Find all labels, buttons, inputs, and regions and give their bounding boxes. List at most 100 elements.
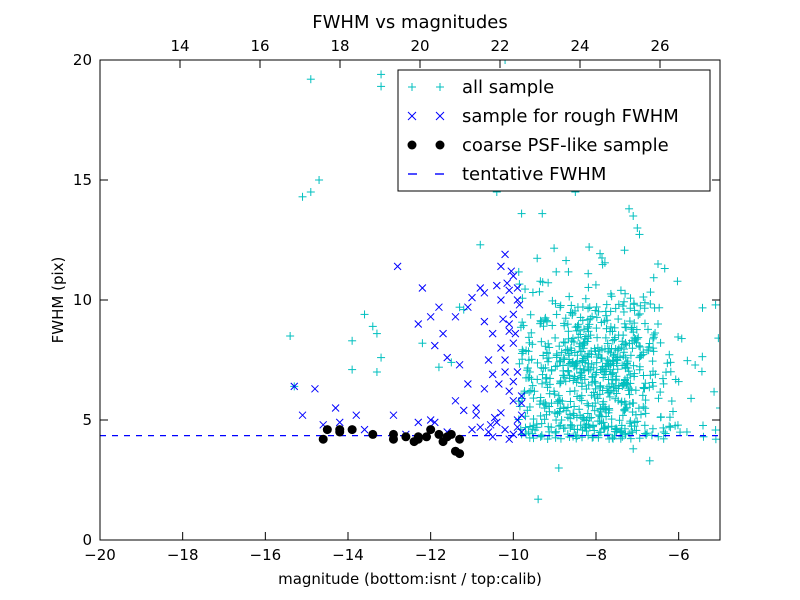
all-sample-point xyxy=(564,367,573,376)
rough-sample-point-b xyxy=(515,300,524,309)
all-sample-point xyxy=(626,417,635,426)
all-sample-point xyxy=(677,334,686,343)
rough-sample-point-b xyxy=(414,320,423,328)
all-sample-point xyxy=(698,303,707,312)
all-sample-point xyxy=(575,339,584,348)
all-sample-point xyxy=(624,367,633,376)
all-sample-point xyxy=(543,383,552,392)
all-sample-point xyxy=(607,292,616,301)
all-sample-point xyxy=(548,296,557,305)
rough-sample-point xyxy=(360,425,369,434)
rough-sample-point xyxy=(509,377,518,386)
rough-sample-point xyxy=(335,418,344,427)
rough-sample-point xyxy=(352,411,361,420)
all-sample-point xyxy=(621,353,630,362)
all-sample-point xyxy=(584,269,593,278)
rough-sample-point-b xyxy=(430,341,439,350)
legend-marker-x xyxy=(407,111,417,121)
all-sample-point xyxy=(604,408,613,417)
rough-sample-point xyxy=(311,384,319,393)
all-sample-point xyxy=(570,386,579,395)
y-tick-label: 15 xyxy=(73,171,92,189)
all-sample-point xyxy=(639,383,648,392)
all-sample-point xyxy=(589,421,598,430)
all-sample-point xyxy=(569,376,578,385)
all-sample-point xyxy=(551,333,560,342)
rough-sample-point xyxy=(513,296,522,304)
all-sample-point xyxy=(594,351,603,360)
all-sample-point xyxy=(524,356,533,365)
rough-sample-point xyxy=(509,339,518,348)
all-sample-point xyxy=(566,397,575,406)
rough-sample-point xyxy=(414,320,423,328)
all-sample-point xyxy=(655,303,664,312)
rough-sample-point xyxy=(517,428,526,436)
rough-sample-point-b xyxy=(488,370,497,379)
all-sample-point xyxy=(565,351,574,360)
all-sample-point xyxy=(673,277,682,286)
legend-item: coarse PSF-like sample xyxy=(407,135,669,156)
all-sample-point xyxy=(597,412,606,421)
rough-sample-point xyxy=(393,262,402,271)
all-sample-point xyxy=(570,402,579,411)
all-sample-point xyxy=(529,394,538,403)
all-sample-point xyxy=(629,444,638,453)
all-sample-point xyxy=(566,308,575,317)
all-sample-point xyxy=(550,244,559,253)
all-sample-point xyxy=(594,307,603,316)
all-sample-point xyxy=(643,345,652,354)
rough-sample-point xyxy=(517,399,526,408)
all-sample-point xyxy=(576,313,585,322)
all-sample-point xyxy=(563,403,572,412)
x-tick-label: −10 xyxy=(498,546,530,564)
all-sample-point xyxy=(603,355,612,364)
rough-sample-point-b xyxy=(507,267,516,276)
all-sample-point xyxy=(606,359,615,368)
all-sample-point xyxy=(621,404,630,413)
all-sample-point xyxy=(570,338,579,347)
psf-sample-point xyxy=(434,429,444,439)
rough-sample-point-b xyxy=(430,418,439,427)
all-sample-point xyxy=(622,380,631,389)
all-sample-point xyxy=(590,406,599,415)
all-sample-point xyxy=(629,212,638,220)
all-sample-point xyxy=(592,324,601,333)
all-sample-point xyxy=(618,411,627,420)
x-tick-label: −8 xyxy=(585,546,607,564)
all-sample-point xyxy=(640,421,649,430)
all-sample-point xyxy=(518,345,527,354)
all-sample-point xyxy=(698,352,707,361)
all-sample-point xyxy=(691,360,700,369)
all-sample-point xyxy=(631,335,640,344)
all-sample-point xyxy=(625,419,634,428)
rough-sample-point xyxy=(505,320,514,328)
all-sample-point xyxy=(631,386,640,395)
rough-sample-point xyxy=(509,272,518,280)
rough-sample-point-b xyxy=(501,425,509,434)
rough-sample-point-b xyxy=(505,387,514,396)
top-x-tick-label: 24 xyxy=(570,37,589,55)
y-axis-label: FWHM (pix) xyxy=(49,257,67,344)
all-sample-point xyxy=(560,373,569,382)
all-sample-point xyxy=(517,209,526,218)
all-sample-point xyxy=(589,363,598,372)
y-tick-label: 0 xyxy=(82,531,92,549)
all-sample-point xyxy=(575,405,584,414)
all-sample-point xyxy=(529,415,538,424)
all-sample-point xyxy=(360,310,369,319)
all-sample-point xyxy=(584,401,593,410)
psf-sample-point xyxy=(347,425,357,435)
all-sample-point xyxy=(519,347,528,356)
all-sample-point xyxy=(636,352,645,361)
all-sample-point xyxy=(569,409,578,418)
all-sample-point xyxy=(590,393,599,402)
all-sample-point xyxy=(541,342,550,351)
all-sample-point xyxy=(626,351,635,360)
all-sample-point xyxy=(613,346,622,355)
all-sample-point xyxy=(568,334,577,343)
all-sample-point xyxy=(542,373,551,382)
rough-sample-point xyxy=(488,329,497,338)
all-sample-point xyxy=(571,323,580,332)
all-sample-point xyxy=(628,408,637,417)
all-sample-point xyxy=(528,425,537,434)
